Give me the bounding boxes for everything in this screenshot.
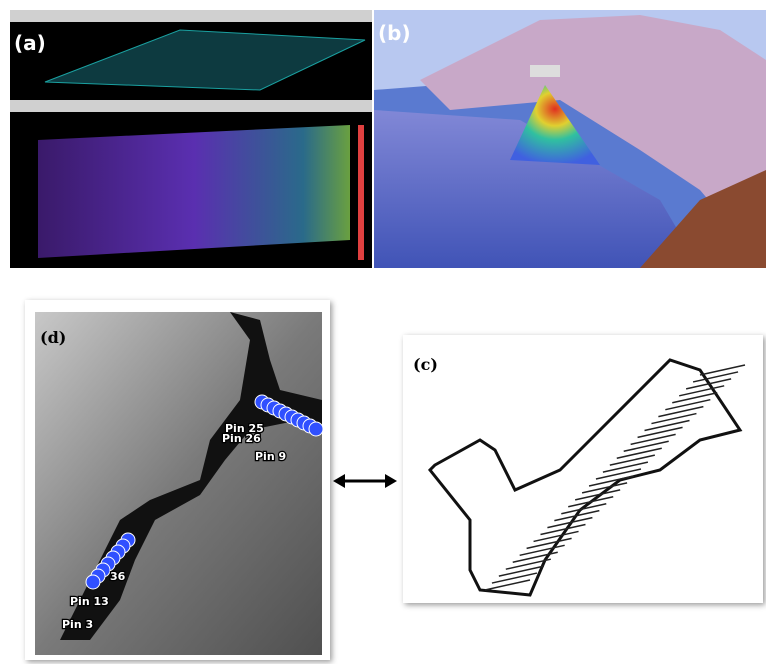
pin-label: Pin 3 bbox=[62, 618, 93, 631]
pin-label: Pin 13 bbox=[70, 595, 109, 608]
frame bbox=[403, 335, 763, 603]
panel-label: (d) bbox=[40, 328, 66, 347]
panel-label: (b) bbox=[378, 21, 411, 45]
panel-label: (c) bbox=[413, 355, 438, 374]
panel-label: (a) bbox=[14, 31, 46, 55]
color-scale bbox=[358, 125, 364, 260]
pin-marker bbox=[309, 422, 323, 436]
panel-c: (c) bbox=[403, 335, 763, 603]
double-arrow bbox=[333, 474, 397, 488]
pin-label: 36 bbox=[110, 570, 126, 583]
toolbar bbox=[10, 100, 372, 112]
page: {"panels": {"a": {"label": "(a)"}, "b": … bbox=[0, 0, 766, 664]
pin-label: Pin 26 bbox=[222, 432, 261, 445]
swath bbox=[38, 125, 350, 258]
panel-b: (b) bbox=[374, 10, 766, 268]
figure: (a) (b) (d) Pin 25Pin 26Pin 936Pin 13Pin… bbox=[0, 0, 766, 664]
toolbar bbox=[10, 10, 372, 22]
ship bbox=[530, 65, 560, 77]
pin-label: Pin 9 bbox=[255, 450, 286, 463]
panel-a: (a) bbox=[10, 10, 372, 268]
pin-marker bbox=[86, 575, 100, 589]
